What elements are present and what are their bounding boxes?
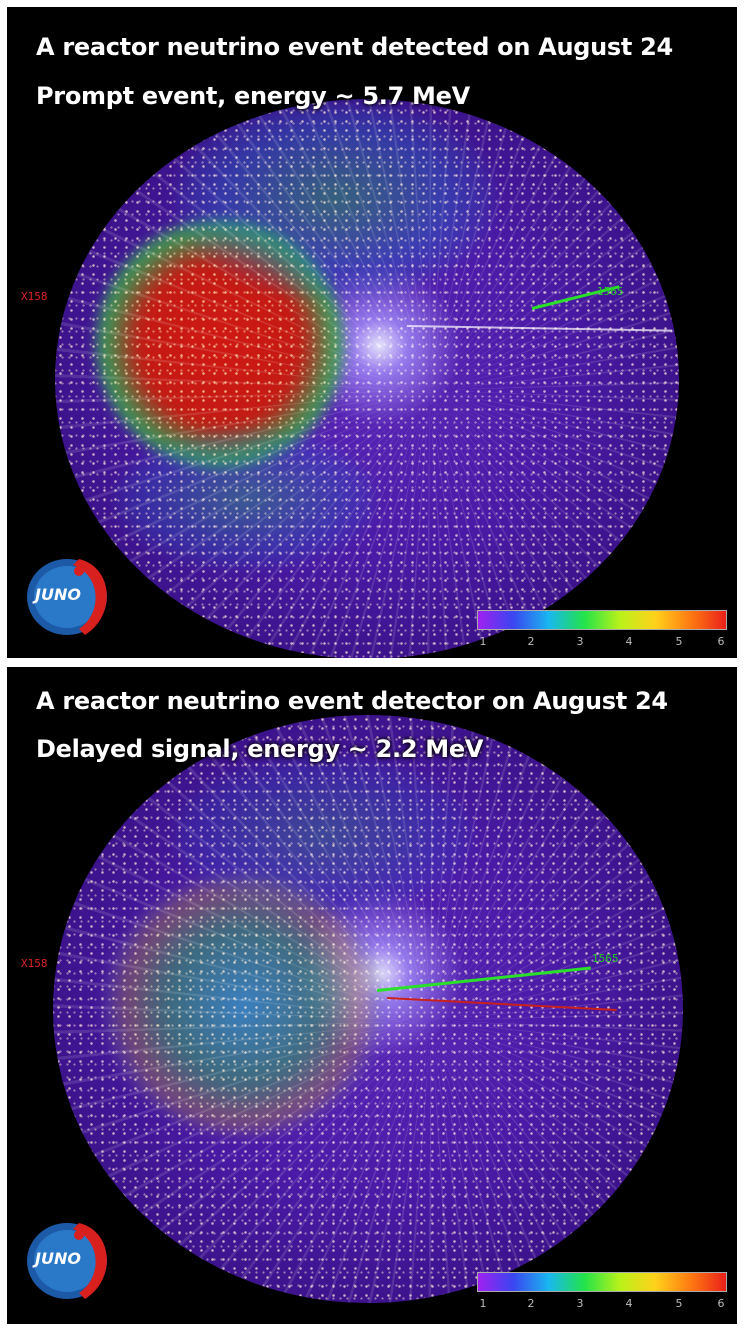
- event-panel-prompt: X158 1565 A reactor neutrino event detec…: [7, 7, 737, 658]
- title-line-1: A reactor neutrino event detected on Aug…: [36, 33, 673, 61]
- title-line-1: A reactor neutrino event detector on Aug…: [36, 687, 668, 715]
- marker-right: 1565: [592, 952, 619, 965]
- colorbar-tick: 4: [625, 1297, 633, 1310]
- colorbar-tick: 6: [717, 1297, 725, 1310]
- colorbar-tick: 1: [479, 635, 487, 648]
- pmt-rays: [55, 99, 679, 658]
- logo-text: JUNO: [35, 585, 81, 604]
- colorbar-tick: 1: [479, 1297, 487, 1310]
- colorbar-tick: 2: [527, 1297, 535, 1310]
- colorbar-tick: 3: [576, 1297, 584, 1310]
- energy-colorbar: [477, 1272, 727, 1292]
- title-line-2: Delayed signal, energy ~ 2.2 MeV: [36, 735, 484, 763]
- marker-left: X158: [21, 290, 48, 303]
- colorbar-tick: 6: [717, 635, 725, 648]
- logo-text: JUNO: [35, 1249, 81, 1268]
- juno-logo: JUNO: [21, 551, 121, 639]
- marker-left: X158: [21, 957, 48, 970]
- energy-colorbar: [477, 610, 727, 630]
- event-panel-delayed: X158 1565 A reactor neutrino event detec…: [7, 667, 737, 1324]
- pmt-grid: [55, 99, 679, 658]
- colorbar-tick: 5: [675, 635, 683, 648]
- juno-logo: JUNO: [21, 1215, 121, 1303]
- marker-right: 1565: [597, 285, 624, 298]
- colorbar-tick: 5: [675, 1297, 683, 1310]
- colorbar-tick: 2: [527, 635, 535, 648]
- title-line-2: Prompt event, energy ~ 5.7 MeV: [36, 82, 470, 110]
- colorbar-ticks: 1 2 3 4 5 6: [477, 1297, 727, 1317]
- colorbar-tick: 3: [576, 635, 584, 648]
- colorbar-tick: 4: [625, 635, 633, 648]
- colorbar-ticks: 1 2 3 4 5 6: [477, 635, 727, 655]
